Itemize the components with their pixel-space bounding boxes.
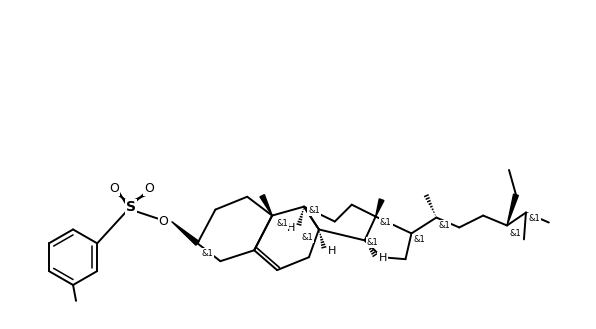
Text: &1: &1 — [367, 238, 378, 247]
Text: &1: &1 — [414, 235, 426, 244]
Text: O: O — [144, 182, 154, 195]
Text: &1: &1 — [308, 206, 320, 215]
Text: H: H — [328, 246, 336, 256]
Polygon shape — [260, 195, 272, 215]
Text: &1: &1 — [509, 229, 521, 238]
Text: &1: &1 — [439, 221, 450, 230]
Text: &1: &1 — [528, 214, 540, 223]
Text: O: O — [109, 182, 119, 195]
Text: &1: &1 — [301, 233, 313, 242]
Text: H: H — [287, 223, 295, 234]
Polygon shape — [507, 194, 519, 225]
Text: S: S — [126, 200, 136, 214]
Text: &1: &1 — [380, 218, 392, 227]
Polygon shape — [172, 221, 199, 245]
Text: &1: &1 — [201, 249, 213, 258]
Text: O: O — [159, 215, 169, 228]
Text: &1: &1 — [276, 219, 288, 228]
Text: H: H — [378, 253, 387, 263]
Polygon shape — [375, 199, 384, 216]
